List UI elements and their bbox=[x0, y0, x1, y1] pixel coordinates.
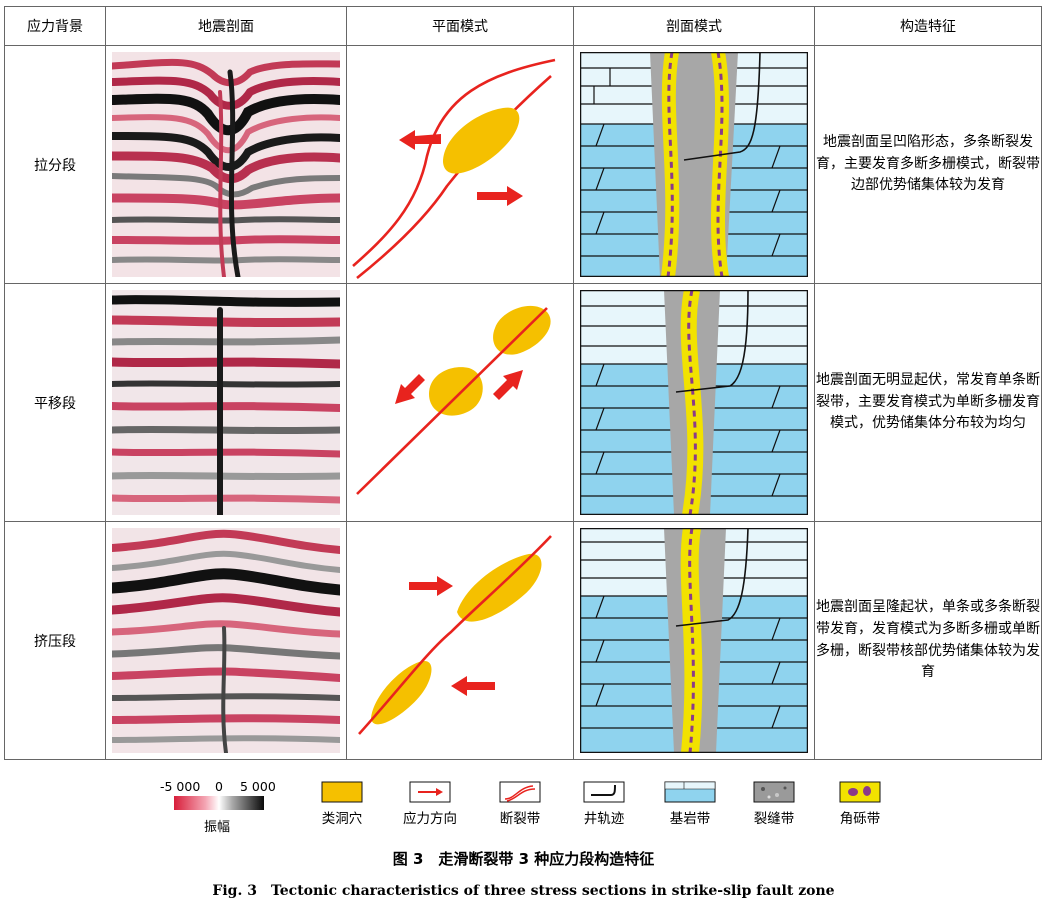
cave-swatch-icon bbox=[321, 781, 363, 803]
seismic-panel-strikeslip bbox=[105, 283, 347, 522]
seismic-panel-pullapart bbox=[105, 45, 347, 284]
section-panel-strikeslip bbox=[573, 283, 815, 522]
row-desc-compression: 地震剖面呈隆起状，单条或多条断裂带发育，发育模式为多断多栅或单断多栅，断裂带核部… bbox=[814, 521, 1042, 760]
legend-breccia: 角砾带 bbox=[830, 781, 890, 827]
colorbar-max-label: 5 000 bbox=[240, 779, 276, 794]
caption-english: Fig. 3 Tectonic characteristics of three… bbox=[212, 883, 835, 899]
plan-panel-pullapart bbox=[346, 45, 574, 284]
plan-diagram-strikeslip bbox=[356, 305, 551, 495]
legend-well-label: 井轨迹 bbox=[583, 811, 625, 827]
plan-diagram-compression bbox=[358, 535, 552, 735]
legend-cave-label: 类洞穴 bbox=[321, 811, 363, 827]
row-label-pullapart: 拉分段 bbox=[4, 45, 106, 284]
seismic-panel-compression bbox=[105, 521, 347, 760]
row-label-compression: 挤压段 bbox=[4, 521, 106, 760]
legend-stress-label: 应力方向 bbox=[403, 811, 457, 827]
header-section-mode: 剖面模式 bbox=[573, 6, 815, 46]
plan-panel-strikeslip bbox=[346, 283, 574, 522]
legend-well: 井轨迹 bbox=[575, 781, 633, 827]
seismic-image-pullapart bbox=[112, 52, 340, 277]
figure-panel: 应力背景 地震剖面 平面模式 剖面模式 构造特征 拉分段 bbox=[4, 6, 1042, 760]
seismic-image-strikeslip bbox=[112, 290, 340, 515]
legend-fault-label: 断裂带 bbox=[499, 811, 541, 827]
plan-diagram-pullapart bbox=[352, 58, 556, 280]
legend-breccia-label: 角砾带 bbox=[839, 811, 881, 827]
header-seismic: 地震剖面 bbox=[105, 6, 347, 46]
legend-cave: 类洞穴 bbox=[314, 781, 370, 827]
colorbar-mid-label: 0 bbox=[215, 779, 223, 794]
legend-bedrock-label: 基岩带 bbox=[669, 811, 711, 827]
breccia-swatch-icon bbox=[839, 781, 881, 803]
legend-fault: 断裂带 bbox=[488, 781, 552, 827]
fault-curve-icon bbox=[499, 781, 541, 803]
legend-fracture-label: 裂缝带 bbox=[753, 811, 795, 827]
plan-panel-compression bbox=[346, 521, 574, 760]
well-track-icon bbox=[583, 781, 625, 803]
legend-bedrock: 基岩带 bbox=[658, 781, 722, 827]
red-arrow-icon bbox=[409, 781, 451, 803]
colorbar bbox=[174, 796, 264, 810]
fracture-swatch-icon bbox=[753, 781, 795, 803]
colorbar-title: 振幅 bbox=[204, 820, 231, 835]
colorbar-min-label: -5 000 bbox=[160, 779, 201, 794]
row-desc-pullapart: 地震剖面呈凹陷形态，多条断裂发育，主要发育多断多栅模式，断裂带边部优势储集体较为… bbox=[814, 45, 1042, 284]
row-desc-strikeslip: 地震剖面无明显起伏，常发育单条断裂带，主要发育模式为单断多栅发育模式，优势储集体… bbox=[814, 283, 1042, 522]
legend-fracture: 裂缝带 bbox=[744, 781, 804, 827]
header-stress: 应力背景 bbox=[4, 6, 106, 46]
section-panel-pullapart bbox=[573, 45, 815, 284]
section-panel-compression bbox=[573, 521, 815, 760]
row-label-strikeslip: 平移段 bbox=[4, 283, 106, 522]
legend-stress: 应力方向 bbox=[392, 781, 468, 827]
section-diagram-pullapart bbox=[580, 52, 808, 277]
header-plan-mode: 平面模式 bbox=[346, 6, 574, 46]
header-features: 构造特征 bbox=[814, 6, 1042, 46]
caption-chinese: 图 3 走滑断裂带 3 种应力段构造特征 bbox=[392, 850, 655, 868]
bedrock-swatch-icon bbox=[664, 781, 716, 803]
figure-table: 应力背景 地震剖面 平面模式 剖面模式 构造特征 拉分段 bbox=[4, 6, 1042, 760]
seismic-image-compression bbox=[112, 528, 340, 753]
section-diagram-compression bbox=[580, 528, 808, 753]
section-diagram-strikeslip bbox=[580, 290, 808, 515]
